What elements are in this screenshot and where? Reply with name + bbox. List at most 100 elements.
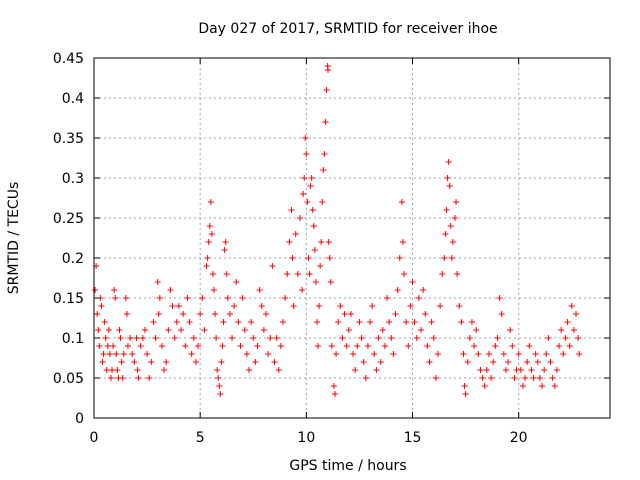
data-point [398,199,405,205]
data-point [219,343,226,349]
data-point [490,359,497,365]
data-point [309,207,316,213]
data-point [231,303,238,309]
data-point [104,343,111,349]
data-point [116,327,123,333]
data-point [356,319,363,325]
data-point [422,311,429,317]
data-point [282,295,289,301]
data-point [229,335,236,341]
data-point [464,359,471,365]
data-point [315,343,322,349]
data-point [547,359,554,365]
data-point [341,311,348,317]
data-point [155,311,162,317]
data-point [301,175,308,181]
data-point [558,327,565,333]
data-point [300,191,307,197]
data-point [479,375,486,381]
data-point [530,375,537,381]
data-point [207,199,214,205]
data-point [322,119,329,125]
data-point [564,319,571,325]
data-point [294,271,301,277]
data-point [562,335,569,341]
data-point [545,335,552,341]
x-tick-label: 15 [404,430,422,446]
data-point [345,327,352,333]
data-point [146,375,153,381]
x-tick-label: 10 [297,430,315,446]
data-point [496,295,503,301]
data-point [139,335,146,341]
data-point [386,319,393,325]
data-point [371,351,378,357]
data-point [275,367,282,373]
data-point [124,343,131,349]
data-point [468,319,475,325]
y-tick-label: 0.35 [53,131,84,147]
data-point [319,199,326,205]
data-point [178,327,185,333]
data-point [214,367,221,373]
data-point [122,295,129,301]
data-point [575,335,582,341]
data-point [305,255,312,261]
data-point [263,311,269,317]
data-point [325,239,332,245]
data-point [221,247,228,253]
data-point [505,359,512,365]
plot-frame [93,57,611,419]
data-point [137,343,144,349]
data-point [203,263,210,269]
data-point [112,295,119,301]
data-point [292,231,299,237]
data-point [313,319,320,325]
data-point [237,343,244,349]
data-point [186,319,193,325]
data-point [576,351,583,357]
data-point [502,367,509,373]
data-point [256,287,263,293]
data-point [154,279,161,285]
data-point [156,295,163,301]
data-point [209,271,216,277]
data-point [123,311,130,317]
data-point [94,311,101,317]
data-point [273,335,280,341]
data-point [375,335,382,341]
data-point [279,319,286,325]
data-point [188,351,195,357]
data-point [494,335,501,341]
data-point [432,375,439,381]
data-point [165,327,172,333]
data-point [175,303,182,309]
data-point [444,175,451,181]
data-point [352,367,359,373]
data-point [141,327,148,333]
data-point [167,287,174,293]
data-point [488,375,495,381]
data-point [435,351,441,357]
data-point [243,351,250,357]
data-point [212,311,219,317]
data-point [517,367,524,373]
data-point [182,343,189,349]
data-point [224,295,231,301]
data-point [127,335,134,341]
data-point [169,303,176,309]
data-point [536,375,543,381]
data-point [384,295,391,301]
grid-lines [94,58,610,418]
data-point [328,343,335,349]
data-point [337,303,344,309]
data-point [446,183,453,189]
data-point [411,319,418,325]
data-point [100,351,107,357]
data-point [373,367,380,373]
data-point [377,359,384,365]
data-point [451,215,458,221]
data-point [369,303,376,309]
data-point [401,271,408,277]
